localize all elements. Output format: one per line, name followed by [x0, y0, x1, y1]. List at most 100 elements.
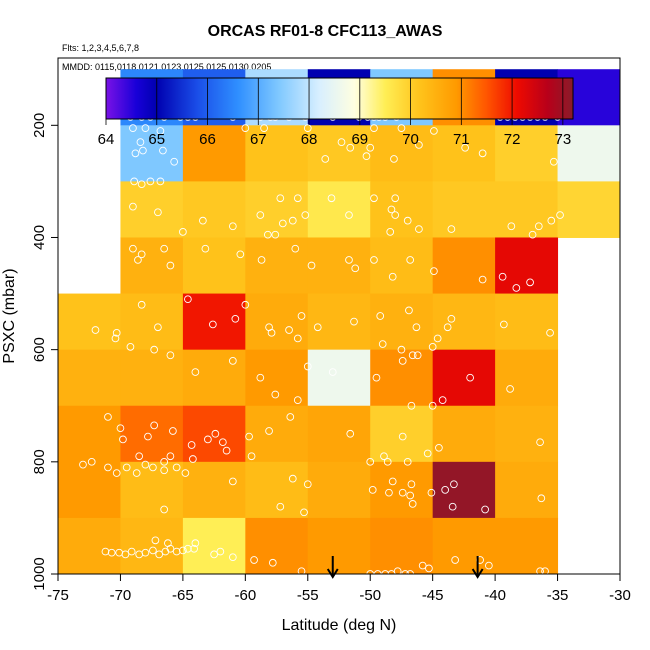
- sample-point: [387, 205, 396, 214]
- sample-point: [122, 463, 131, 472]
- x-tick-label: -35: [547, 587, 569, 604]
- sample-point: [189, 455, 197, 463]
- x-tick-label: -75: [47, 587, 69, 604]
- colorbar-tick-label: 73: [555, 131, 572, 148]
- sample-point: [155, 550, 164, 559]
- sample-point: [425, 564, 433, 573]
- sample-point: [160, 457, 169, 466]
- heatmap-cell: [120, 237, 184, 295]
- sample-point: [430, 127, 438, 135]
- heatmap-cell: [432, 293, 496, 351]
- sample-point: [478, 275, 487, 284]
- sample-point: [241, 300, 250, 309]
- sample-point: [370, 194, 378, 203]
- sample-point: [104, 463, 112, 472]
- heatmap-cell: [307, 405, 371, 463]
- dates-note: MMDD: 0115,0118,0121,0123,0125,0125,0130…: [62, 62, 271, 72]
- sample-point: [278, 219, 287, 228]
- sample-point: [228, 477, 237, 486]
- sample-point: [451, 556, 459, 564]
- sample-point: [141, 460, 150, 469]
- sample-point: [257, 256, 266, 264]
- sample-point: [327, 194, 336, 203]
- heatmap-cell: [245, 237, 309, 295]
- sample-point: [129, 124, 137, 132]
- sample-point: [328, 368, 337, 376]
- sample-point: [151, 536, 160, 545]
- sample-point: [149, 463, 157, 472]
- sample-point: [127, 547, 136, 556]
- sample-point: [512, 284, 521, 292]
- sample-point: [427, 488, 436, 497]
- plot-frame: [57, 57, 621, 575]
- x-tick-label: -70: [110, 587, 132, 604]
- sample-point: [507, 222, 516, 231]
- colorbar-tick-label: 66: [199, 131, 216, 148]
- sample-point: [370, 256, 378, 264]
- sample-point: [291, 244, 300, 253]
- x-axis: -75 -70 -65 -60 -55 -50 -45 -40 -35 -30: [47, 574, 631, 604]
- heatmap-cell: [557, 125, 620, 182]
- colorbar-tick-label: 67: [250, 131, 267, 148]
- heatmap-cell: [495, 237, 559, 295]
- sample-point: [412, 323, 421, 332]
- heatmap-cell: [307, 349, 371, 407]
- sample-point: [184, 544, 192, 553]
- heatmap-cell: [182, 461, 246, 519]
- sample-point: [541, 567, 549, 574]
- sample-point: [345, 256, 353, 264]
- heatmap-cell: [245, 181, 309, 238]
- sample-point: [204, 435, 212, 444]
- sample-point: [166, 351, 175, 360]
- sample-point: [346, 429, 355, 438]
- sample-point: [228, 222, 237, 231]
- sample-point: [466, 373, 474, 382]
- heatmap-cell: [58, 405, 121, 463]
- heatmap-cell: [245, 405, 309, 463]
- sample-point: [241, 124, 250, 132]
- sample-point: [150, 345, 159, 354]
- sample-point: [154, 208, 162, 217]
- sample-point: [297, 567, 306, 574]
- heatmap-cell: [120, 349, 184, 407]
- sample-point: [156, 177, 165, 186]
- sample-point: [528, 230, 537, 239]
- x-tick-label: -50: [359, 587, 381, 604]
- sample-point: [116, 424, 125, 433]
- x-tick-label: -55: [297, 587, 319, 604]
- sample-point: [350, 317, 358, 326]
- sample-point: [549, 157, 558, 166]
- colorbar-tick-label: 72: [504, 131, 521, 148]
- latitude-arrow: [471, 556, 484, 579]
- sample-point: [201, 244, 210, 253]
- heatmap-cell: [370, 349, 434, 407]
- sample-point: [216, 547, 225, 556]
- sample-point: [276, 194, 285, 203]
- sample-point: [245, 432, 253, 441]
- sample-point: [398, 357, 407, 365]
- colorbar-tick-label: 69: [351, 131, 368, 148]
- sample-point: [372, 373, 381, 382]
- sample-point: [390, 155, 398, 163]
- sample-point: [526, 278, 534, 287]
- heatmap-cell: [58, 517, 121, 574]
- sample-point: [376, 312, 385, 320]
- heatmap-cell: [245, 517, 309, 574]
- sample-point: [231, 314, 240, 323]
- sample-point: [351, 264, 360, 273]
- x-tick-label: -65: [172, 587, 194, 604]
- sample-point: [131, 149, 140, 158]
- heatmap-cell: [245, 125, 309, 182]
- sample-point: [169, 427, 177, 435]
- colorbar-frame: [105, 77, 574, 120]
- sample-point: [263, 230, 272, 239]
- sample-point: [405, 306, 413, 315]
- sample-point: [79, 460, 87, 469]
- sample-point: [398, 488, 407, 497]
- y-tick-label: 1000: [31, 557, 48, 590]
- sample-point: [303, 124, 312, 132]
- sample-point: [211, 429, 220, 438]
- sample-point: [391, 211, 400, 219]
- sample-point: [154, 323, 162, 332]
